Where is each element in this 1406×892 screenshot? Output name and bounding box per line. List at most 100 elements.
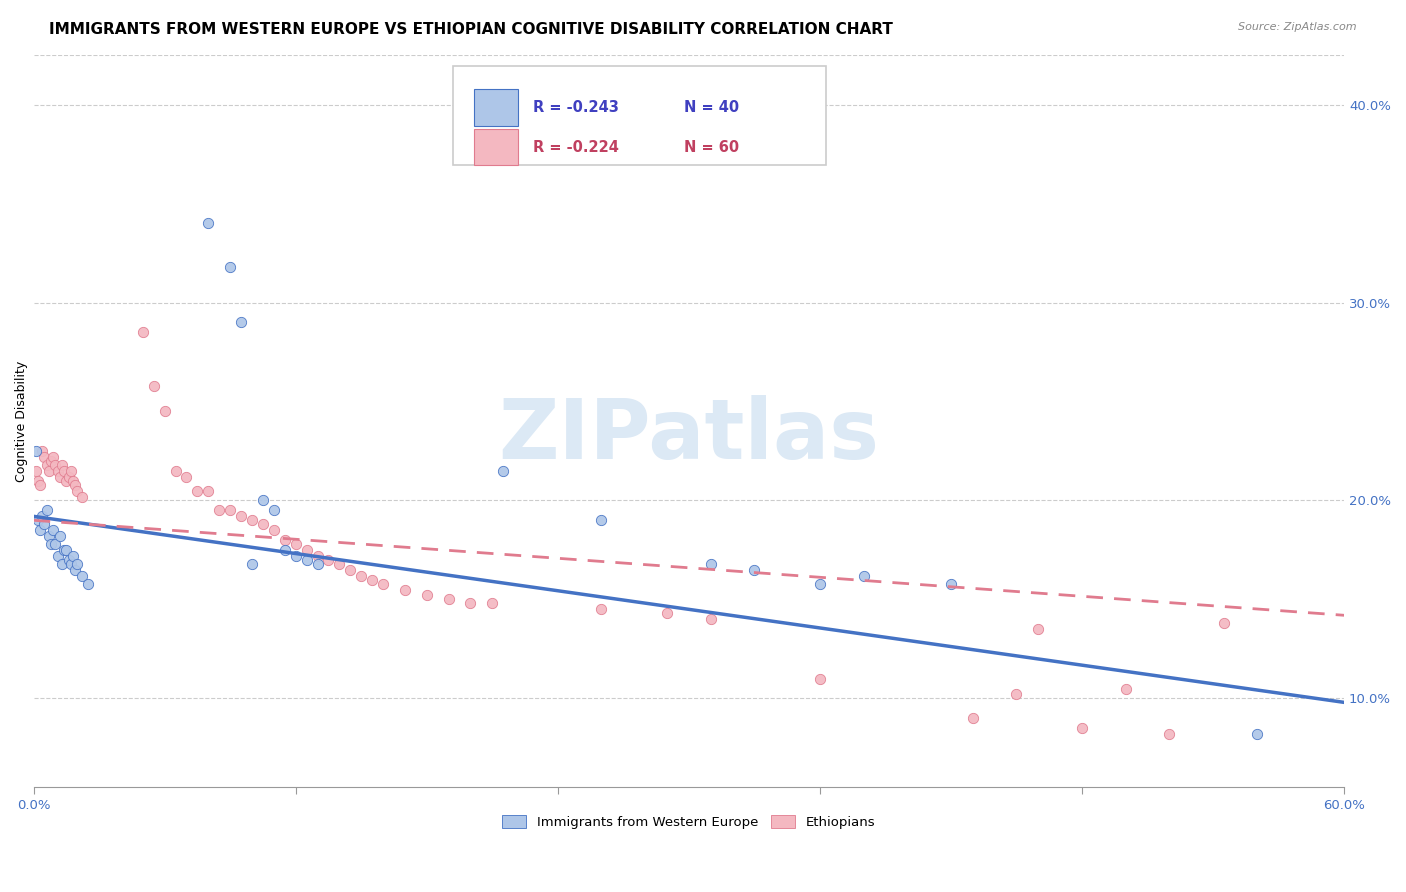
Point [70, 568, 93, 582]
Point [39, 537, 62, 551]
Point [295, 553, 318, 567]
Legend: Immigrants from Western Europe, Ethiopians: Immigrants from Western Europe, Ethiopia… [496, 809, 882, 836]
Point [208, 503, 231, 517]
Point [263, 503, 285, 517]
Point [30, 523, 52, 537]
Point [252, 493, 274, 508]
Point [1115, 681, 1137, 696]
Point [1213, 616, 1236, 631]
Point [460, 596, 482, 610]
FancyBboxPatch shape [453, 66, 827, 165]
Point [274, 543, 297, 558]
Point [62, 474, 84, 488]
Point [132, 325, 155, 339]
Point [699, 612, 721, 626]
Point [808, 672, 831, 686]
Point [31, 509, 53, 524]
Point [852, 568, 875, 582]
Text: ZIPatlas: ZIPatlas [498, 395, 879, 476]
Point [307, 557, 329, 571]
Point [229, 315, 252, 329]
Text: R = -0.224: R = -0.224 [533, 140, 619, 154]
Point [31, 444, 53, 458]
Point [38, 464, 60, 478]
Point [34, 450, 56, 464]
Point [591, 602, 613, 616]
Point [295, 543, 318, 558]
Point [66, 557, 89, 571]
Point [42, 523, 65, 537]
Y-axis label: Cognitive Disability: Cognitive Disability [15, 360, 28, 482]
Point [481, 596, 503, 610]
Point [699, 557, 721, 571]
Point [30, 477, 52, 491]
Point [252, 517, 274, 532]
Point [44, 537, 66, 551]
Point [49, 529, 72, 543]
Point [70, 490, 93, 504]
Point [176, 469, 198, 483]
Point [655, 607, 678, 621]
Point [77, 576, 100, 591]
Point [437, 592, 460, 607]
Point [62, 549, 84, 563]
Point [962, 711, 984, 725]
Point [42, 450, 65, 464]
Point [58, 469, 80, 483]
Point [744, 563, 766, 577]
Text: N = 40: N = 40 [683, 100, 738, 115]
Point [63, 477, 86, 491]
Point [59, 557, 82, 571]
Point [153, 404, 176, 418]
Point [55, 543, 77, 558]
Point [1071, 721, 1094, 735]
Point [1028, 622, 1050, 636]
Point [307, 549, 329, 563]
Point [240, 513, 263, 527]
Point [165, 464, 187, 478]
Point [591, 513, 613, 527]
Point [229, 509, 252, 524]
Point [394, 582, 416, 597]
Point [35, 503, 58, 517]
Point [219, 503, 242, 517]
Point [186, 483, 208, 498]
Point [371, 576, 394, 591]
Point [1246, 727, 1268, 741]
Point [35, 458, 58, 472]
Point [63, 563, 86, 577]
Point [284, 549, 307, 563]
Point [59, 464, 82, 478]
Point [58, 553, 80, 567]
Point [34, 517, 56, 532]
Point [53, 543, 76, 558]
Point [51, 557, 73, 571]
Point [24, 444, 46, 458]
Point [53, 464, 76, 478]
Point [240, 557, 263, 571]
Text: R = -0.243: R = -0.243 [533, 100, 619, 115]
Point [350, 568, 373, 582]
Point [49, 469, 72, 483]
Point [808, 576, 831, 591]
Text: IMMIGRANTS FROM WESTERN EUROPE VS ETHIOPIAN COGNITIVE DISABILITY CORRELATION CHA: IMMIGRANTS FROM WESTERN EUROPE VS ETHIOP… [49, 22, 893, 37]
Point [46, 549, 69, 563]
Point [219, 260, 242, 274]
Point [318, 553, 340, 567]
Point [274, 533, 297, 547]
Point [284, 537, 307, 551]
Point [339, 563, 361, 577]
Point [38, 529, 60, 543]
Point [1005, 688, 1028, 702]
Point [27, 513, 49, 527]
FancyBboxPatch shape [474, 89, 519, 126]
Text: N = 60: N = 60 [683, 140, 738, 154]
Point [24, 464, 46, 478]
Point [66, 483, 89, 498]
Point [142, 378, 165, 392]
Text: Source: ZipAtlas.com: Source: ZipAtlas.com [1239, 22, 1357, 32]
Point [46, 464, 69, 478]
Point [939, 576, 962, 591]
Point [197, 216, 219, 230]
Point [55, 474, 77, 488]
